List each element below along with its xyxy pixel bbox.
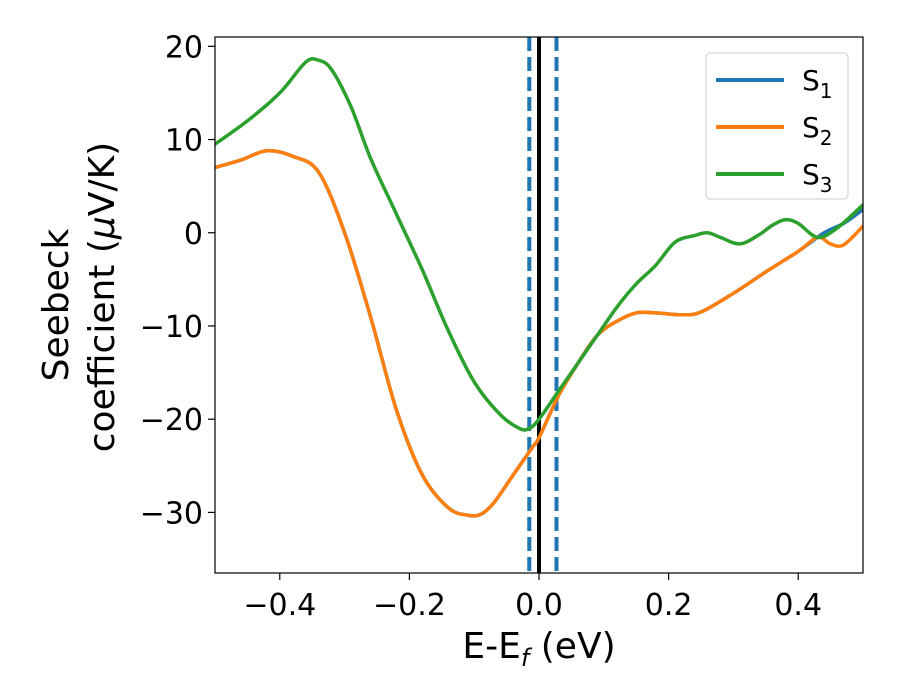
legend-label-sub: 3 — [820, 173, 833, 197]
legend-label-sub: 2 — [820, 126, 833, 150]
series-line-s3 — [215, 56, 863, 432]
y-tick-label: 10 — [165, 124, 203, 159]
x-axis-label: E-Ef (eV) — [462, 626, 615, 672]
x-tick-label: 0.0 — [515, 588, 563, 623]
x-tick-label: 0.2 — [645, 588, 693, 623]
series-line-s2 — [215, 148, 863, 518]
x-tick-label: −0.4 — [243, 588, 316, 623]
y-axis-label-pre: coefficient ( — [82, 239, 123, 452]
y-tick-label: −10 — [140, 310, 203, 345]
y-tick-label: −20 — [140, 403, 203, 438]
series-lines — [215, 56, 863, 518]
reference-lines — [527, 37, 559, 573]
y-tick-label: −30 — [140, 496, 203, 531]
y-axis-label-line1: Seebeck — [36, 228, 77, 381]
y-axis-label-mu: μ — [82, 216, 123, 240]
x-axis-label-unit: (eV) — [529, 626, 615, 667]
legend-label-main: S — [802, 111, 820, 144]
axis-ticks: −0.4 −0.2 0.0 0.2 0.4 20 10 0 −10 −20 −30 — [140, 30, 822, 623]
x-axis-label-main: E-E — [462, 626, 520, 667]
x-tick-label: 0.4 — [774, 588, 822, 623]
legend-label-s1: S1 — [802, 64, 833, 103]
legend-label-sub: 1 — [820, 79, 833, 103]
y-axis-label-line2: coefficient (μV/K) — [82, 142, 123, 452]
legend-label-main: S — [802, 64, 820, 97]
legend-label-s2: S2 — [802, 111, 833, 150]
x-tick-label: −0.2 — [373, 588, 446, 623]
y-tick-label: 20 — [165, 30, 203, 65]
y-tick-label: 0 — [184, 217, 203, 252]
y-axis-label-post: V/K) — [82, 142, 123, 216]
legend-label-main: S — [802, 158, 820, 191]
legend-label-s3: S3 — [802, 158, 833, 197]
